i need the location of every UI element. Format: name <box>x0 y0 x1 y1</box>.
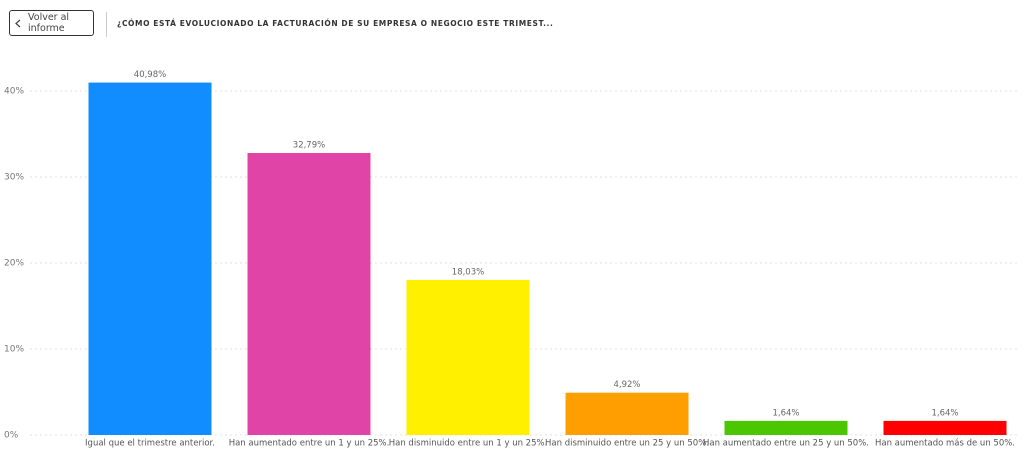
value-label: 32,79% <box>293 141 325 151</box>
back-button[interactable]: Volver al informe <box>9 10 94 36</box>
x-tick-label: Han aumentado más de un 50%. <box>875 439 1015 449</box>
bar <box>883 420 1007 435</box>
y-tick-label: 0% <box>4 431 19 441</box>
value-label: 40,98% <box>134 70 166 80</box>
y-tick-label: 10% <box>4 345 24 355</box>
value-label: 1,64% <box>931 408 958 418</box>
x-tick-label: Han disminuido entre un 1 y un 25%. <box>389 439 548 449</box>
bar <box>406 279 530 435</box>
x-tick-label: Han aumentado entre un 25 y un 50%. <box>703 439 869 449</box>
bar <box>247 153 371 436</box>
x-tick-label: Han disminuido entre un 25 y un 50%. <box>545 439 709 449</box>
y-tick-label: 20% <box>4 259 24 269</box>
x-tick-label: Igual que el trimestre anterior. <box>85 439 215 449</box>
value-label: 4,92% <box>613 380 640 390</box>
bar <box>724 420 848 435</box>
x-tick-label: Han aumentado entre un 1 y un 25%. <box>229 439 390 449</box>
bar <box>565 392 689 435</box>
chevron-icon <box>15 19 21 28</box>
value-label: 18,03% <box>452 267 484 277</box>
back-button-label: Volver al informe <box>28 12 70 34</box>
separator <box>106 12 107 37</box>
y-tick-label: 40% <box>4 87 24 97</box>
y-tick-label: 30% <box>4 173 24 183</box>
value-label: 1,64% <box>772 408 799 418</box>
bar <box>88 82 212 436</box>
chart-title: ¿CÓMO ESTÁ EVOLUCIONADO LA FACTURACIÓN D… <box>117 19 554 28</box>
